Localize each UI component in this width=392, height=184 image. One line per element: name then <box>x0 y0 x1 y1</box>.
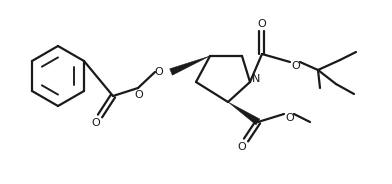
Text: O: O <box>134 90 143 100</box>
Text: O: O <box>286 113 294 123</box>
Text: N: N <box>252 74 260 84</box>
Polygon shape <box>228 102 260 125</box>
Text: O: O <box>292 61 300 71</box>
Text: O: O <box>238 142 247 152</box>
Text: O: O <box>258 19 267 29</box>
Text: O: O <box>92 118 100 128</box>
Polygon shape <box>170 56 210 75</box>
Text: O: O <box>154 67 163 77</box>
